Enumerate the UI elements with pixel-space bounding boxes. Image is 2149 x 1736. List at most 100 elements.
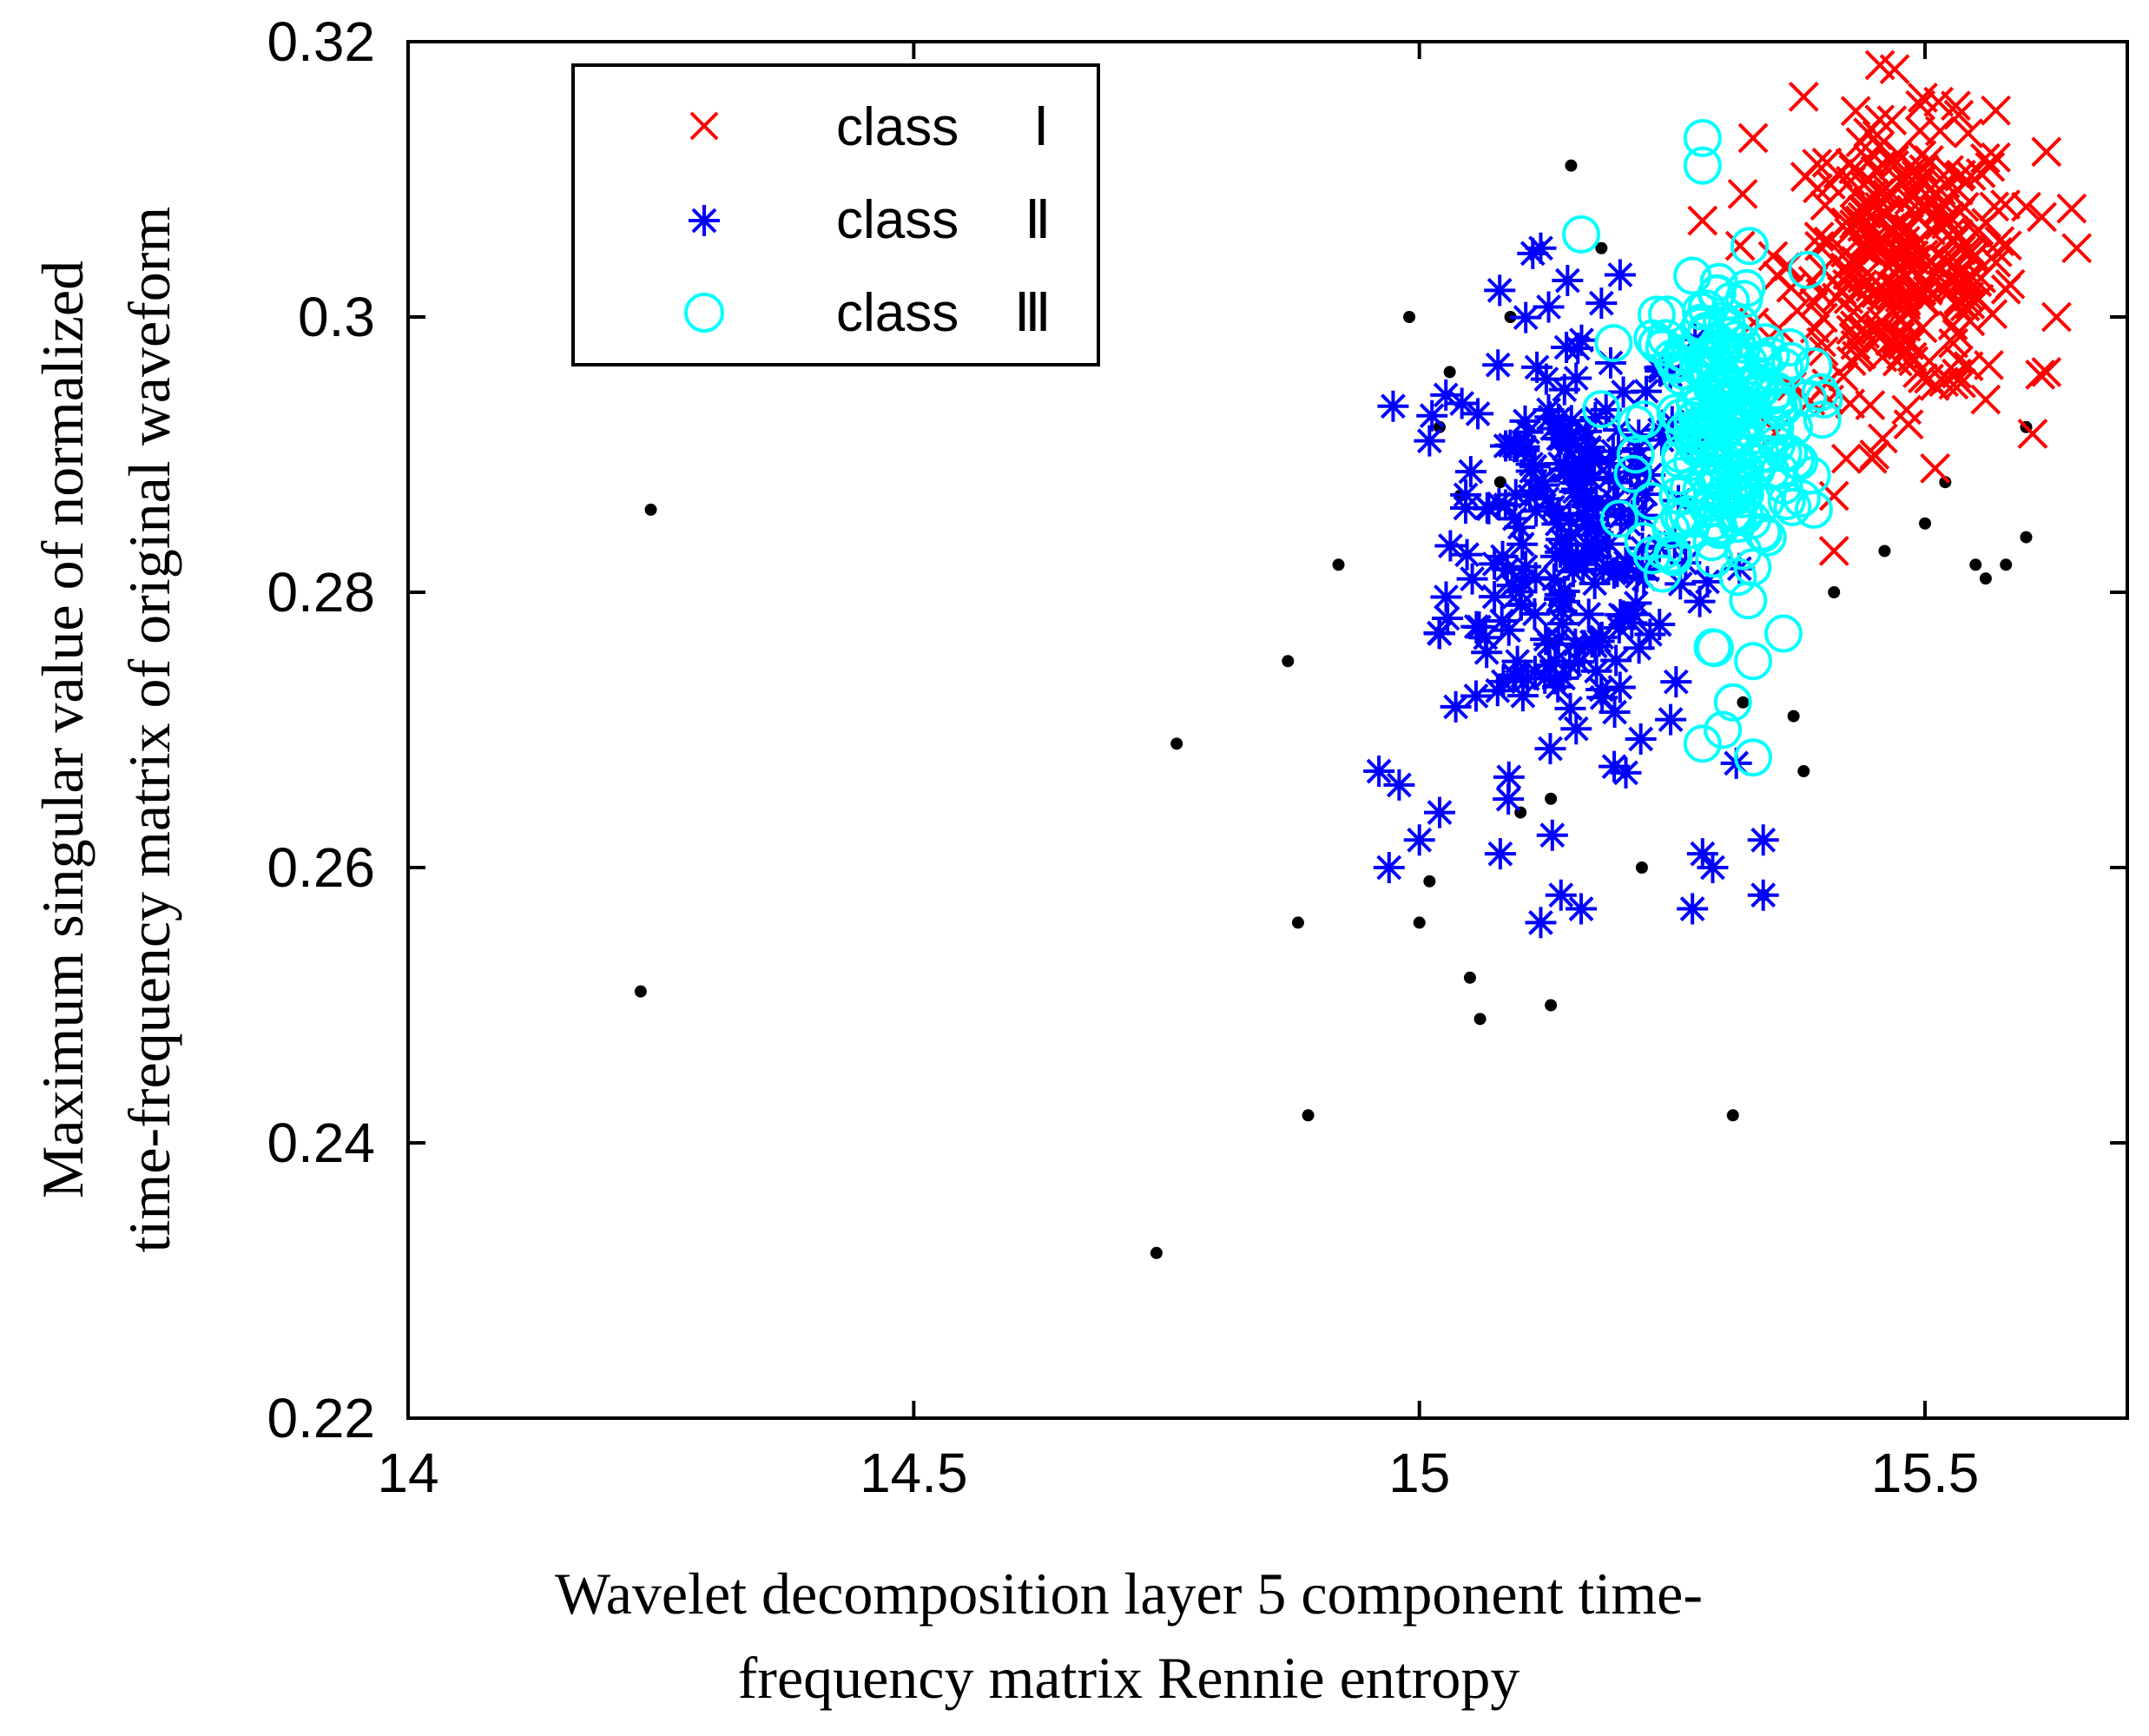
data-point-dot	[1413, 916, 1426, 929]
data-point-x	[1810, 190, 1841, 221]
data-point-asterisk	[1623, 632, 1655, 664]
data-point-asterisk	[1555, 545, 1587, 577]
data-point-asterisk	[1593, 461, 1625, 493]
data-point-asterisk	[1621, 560, 1653, 592]
data-point-asterisk	[1456, 563, 1488, 595]
data-point-asterisk	[1691, 565, 1724, 597]
legend-roman-class-2: Ⅱ	[1025, 191, 1051, 250]
data-point-asterisk	[1566, 324, 1598, 356]
data-point-asterisk	[1487, 665, 1519, 697]
data-point-x	[1846, 339, 1877, 370]
data-point-x	[1782, 295, 1813, 327]
data-point-dot	[1332, 558, 1345, 571]
data-point-x	[1727, 178, 1758, 209]
data-point-circle	[1696, 629, 1735, 668]
y-tick-label: 0.24	[267, 1112, 375, 1174]
data-point-dot	[1969, 558, 1982, 571]
data-point-circle	[1683, 118, 1722, 157]
data-point-asterisk	[1446, 387, 1478, 419]
data-point-dot	[644, 503, 657, 516]
data-point-asterisk	[1486, 605, 1518, 637]
data-point-x	[2061, 233, 2093, 264]
data-point-x	[1862, 229, 1893, 260]
data-point-circle	[1773, 487, 1812, 526]
data-point-circle	[1803, 400, 1842, 439]
legend-label-class-1: class	[836, 97, 959, 157]
data-point-circle	[1582, 390, 1621, 429]
data-point-dot	[1595, 241, 1608, 254]
data-point-asterisk	[1481, 675, 1513, 707]
data-point-dot	[1291, 916, 1304, 929]
data-point-x	[1737, 122, 1769, 154]
data-point-x	[2017, 419, 2048, 449]
data-point-circle	[1704, 710, 1743, 749]
data-point-asterisk	[1585, 287, 1618, 320]
data-point-circle	[1617, 405, 1656, 444]
data-point-asterisk	[1564, 477, 1596, 509]
data-point-asterisk	[1658, 527, 1691, 559]
data-point-circle	[1771, 341, 1810, 380]
data-point-asterisk	[1549, 585, 1581, 617]
data-point-asterisk	[1579, 401, 1612, 433]
data-point-circle	[1727, 268, 1766, 307]
data-point-asterisk	[1403, 824, 1435, 856]
data-point-asterisk	[1513, 480, 1546, 512]
data-point-x	[1943, 99, 1974, 130]
data-point-asterisk	[1462, 398, 1494, 430]
data-point-x	[1953, 351, 1984, 382]
data-point-asterisk	[1501, 645, 1533, 677]
data-point-asterisk	[1414, 425, 1446, 457]
data-point-x	[1864, 104, 1895, 135]
data-point-asterisk	[1559, 628, 1592, 660]
data-point-x	[1905, 89, 1936, 121]
data-point-asterisk	[1509, 405, 1541, 437]
data-point-asterisk	[1377, 390, 1409, 422]
x-axis-title-line-2: frequency matrix Rennie entropy	[738, 1645, 1520, 1711]
y-tick-label: 0.28	[267, 561, 375, 624]
data-point-x	[1893, 409, 1924, 440]
data-point-asterisk	[1560, 713, 1592, 745]
data-point-asterisk	[1479, 581, 1511, 613]
data-point-asterisk	[1547, 662, 1579, 694]
data-point-asterisk	[1542, 422, 1574, 454]
data-point-x	[2056, 193, 2087, 224]
data-point-asterisk	[1430, 581, 1462, 613]
data-point-x	[1883, 317, 1915, 348]
data-point-x	[1906, 275, 1937, 307]
legend-item-class-1: class Ⅰ	[689, 97, 1049, 157]
data-point-circle	[1718, 558, 1757, 597]
data-point-asterisk	[1483, 488, 1515, 520]
data-point-x	[2031, 356, 2062, 387]
data-point-dot	[1828, 586, 1841, 598]
data-point-asterisk	[1500, 479, 1532, 511]
data-point-x	[1849, 229, 1881, 260]
data-point-asterisk	[1536, 819, 1568, 851]
data-point-asterisk	[1603, 612, 1635, 644]
data-point-circle	[1734, 738, 1773, 777]
x-tick-label: 14	[377, 1442, 438, 1504]
legend-marker-circle	[684, 293, 724, 333]
data-point-dot	[1403, 311, 1416, 323]
series-circle-group	[1562, 118, 1843, 777]
data-point-asterisk	[1506, 680, 1539, 712]
data-point-asterisk	[1580, 655, 1612, 687]
legend-roman-class-3: Ⅲ	[1014, 284, 1051, 343]
data-point-x	[1923, 86, 1955, 117]
data-point-asterisk	[1664, 568, 1697, 600]
x-tick-label: 15.5	[1871, 1442, 1980, 1504]
data-point-asterisk	[1612, 547, 1645, 579]
data-point-x	[1912, 275, 1943, 306]
legend-label-class-3: class	[836, 283, 959, 343]
data-point-dot	[1545, 999, 1558, 1012]
data-point-asterisk	[1508, 434, 1540, 466]
data-point-circle	[1792, 456, 1831, 495]
data-point-dot	[1443, 366, 1456, 379]
data-point-asterisk	[1484, 838, 1516, 870]
plot-marks	[634, 50, 2093, 1259]
data-point-x	[1896, 341, 1928, 373]
data-point-circle	[1671, 511, 1710, 550]
data-point-asterisk	[1500, 660, 1532, 692]
axis-ticks: 14 14.5 15 15.5 0.22 0.24 0.26 0.28 0.3 0.32	[267, 10, 2127, 1504]
data-point-x	[1818, 536, 1849, 566]
data-point-asterisk	[1373, 852, 1405, 883]
